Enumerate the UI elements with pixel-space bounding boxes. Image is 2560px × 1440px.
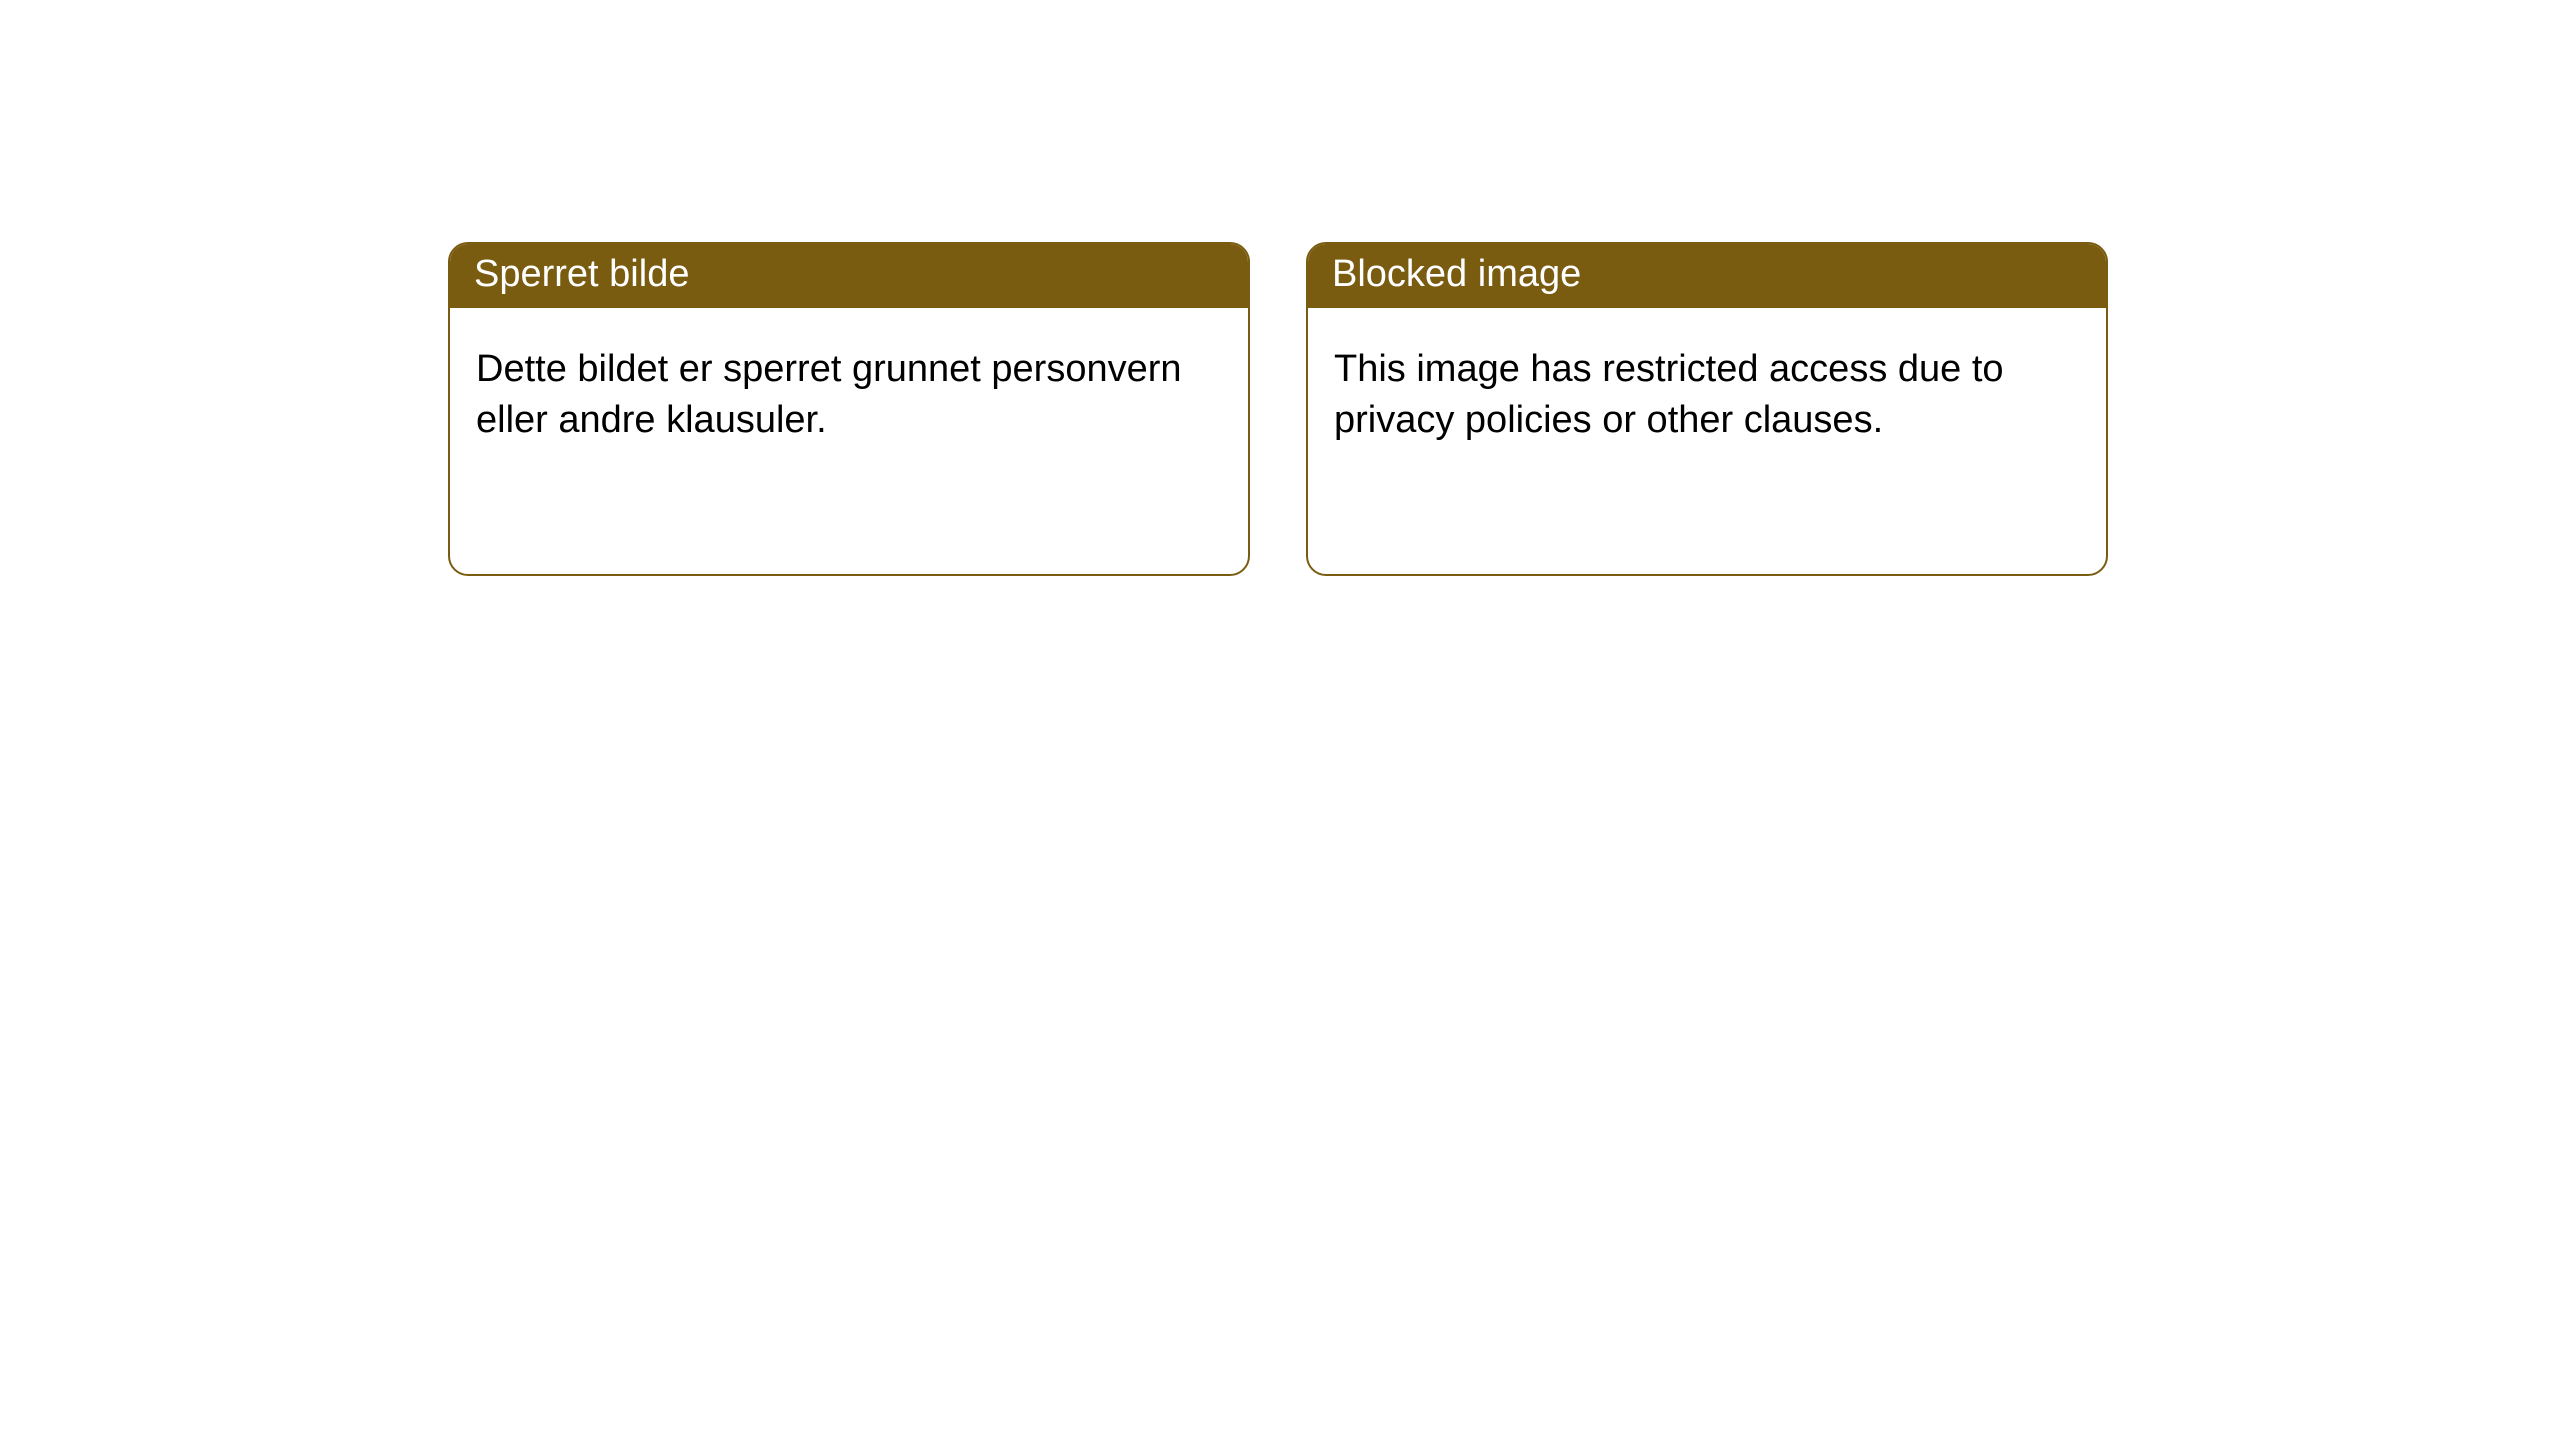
notice-container: Sperret bilde Dette bildet er sperret gr… — [0, 0, 2560, 576]
notice-card-norwegian: Sperret bilde Dette bildet er sperret gr… — [448, 242, 1250, 576]
card-body-text: Dette bildet er sperret grunnet personve… — [476, 348, 1182, 441]
notice-card-english: Blocked image This image has restricted … — [1306, 242, 2108, 576]
card-title: Blocked image — [1332, 253, 1581, 295]
card-title: Sperret bilde — [474, 253, 689, 295]
card-body-text: This image has restricted access due to … — [1334, 348, 2004, 441]
card-header: Sperret bilde — [450, 244, 1248, 308]
card-body: Dette bildet er sperret grunnet personve… — [450, 308, 1248, 483]
card-header: Blocked image — [1308, 244, 2106, 308]
card-body: This image has restricted access due to … — [1308, 308, 2106, 483]
